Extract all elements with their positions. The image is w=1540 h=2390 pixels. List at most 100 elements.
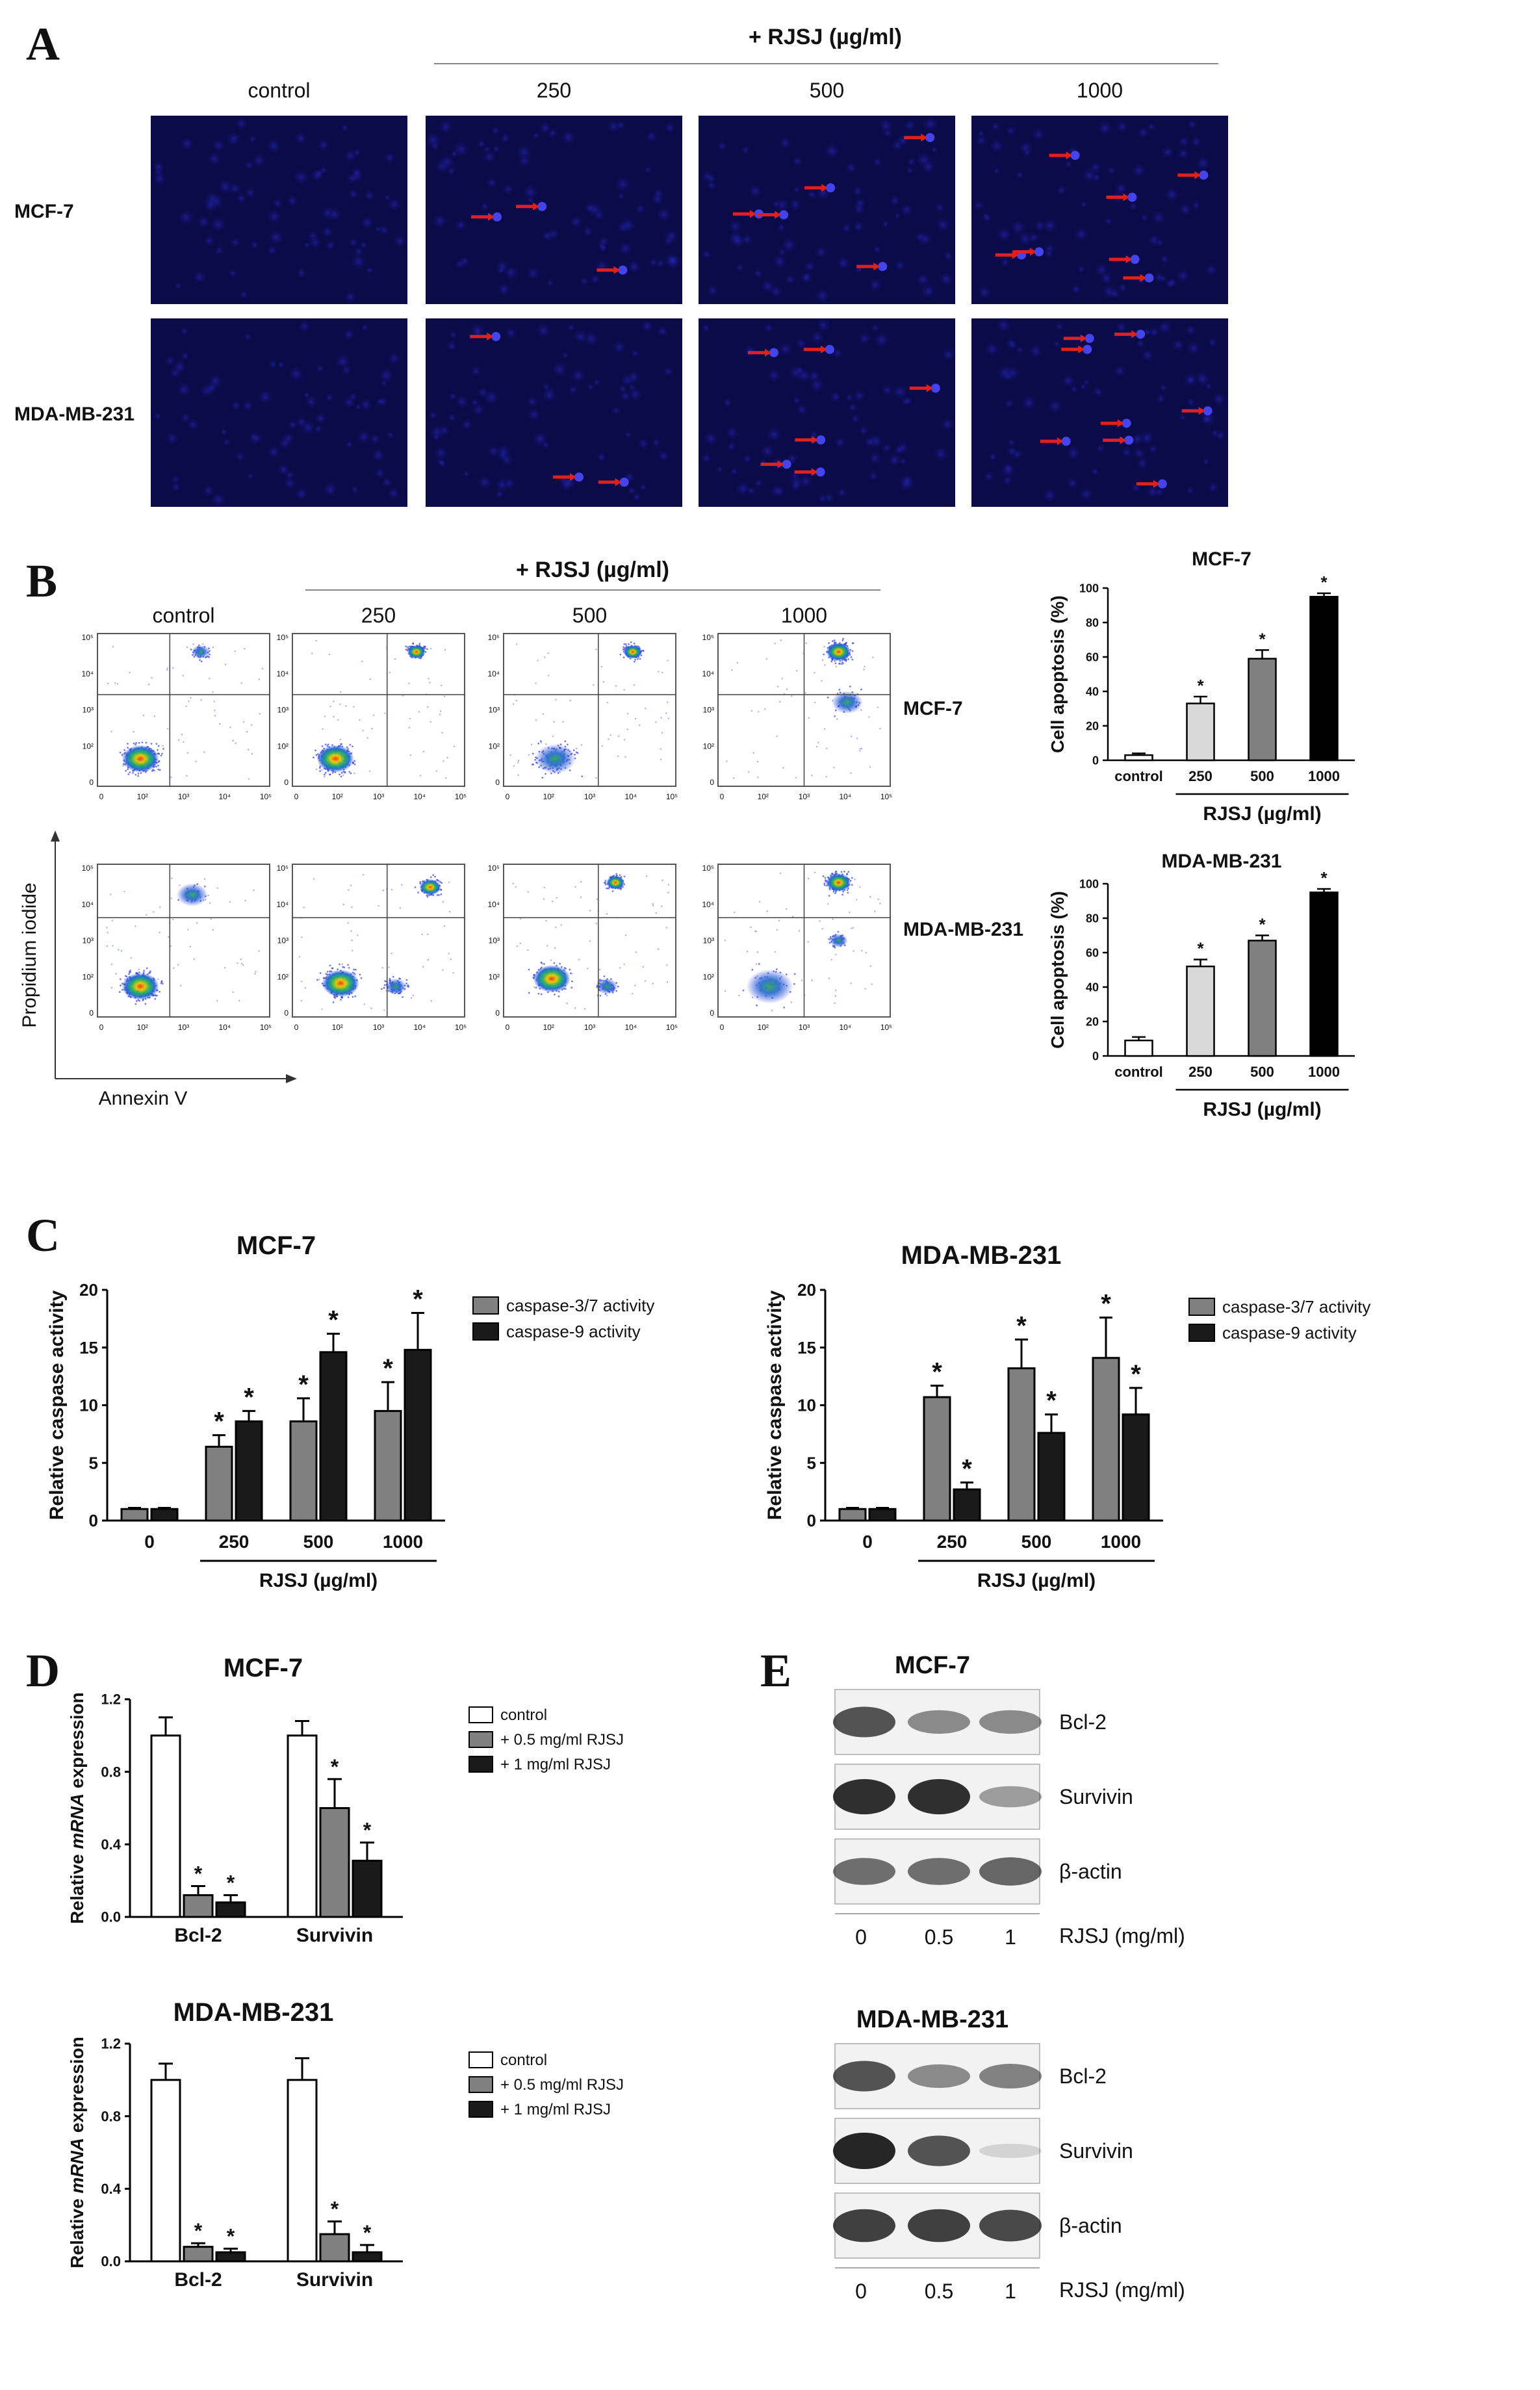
event-dot: [368, 770, 371, 773]
red-arrowhead-icon: [777, 460, 784, 469]
event-dot: [528, 992, 530, 994]
red-arrowhead-icon: [1078, 345, 1085, 353]
protein-band: [979, 2064, 1042, 2088]
nucleus-spot: [942, 250, 954, 262]
event-dot: [301, 981, 303, 983]
event-dot: [847, 871, 850, 873]
legend-label: caspase-3/7 activity: [506, 1296, 654, 1315]
event-dot: [303, 906, 305, 908]
event-dot: [441, 882, 443, 884]
event-dot: [786, 688, 788, 690]
event-dot: [551, 901, 554, 903]
red-arrowhead-icon: [1120, 436, 1127, 444]
event-dot: [414, 886, 417, 888]
event-dot: [571, 973, 573, 975]
protein-band: [908, 1779, 970, 1815]
nucleus-spot: [251, 152, 268, 169]
nucleus-spot: [795, 365, 805, 376]
event-dot: [550, 959, 552, 961]
nucleus-spot: [1153, 486, 1165, 498]
event-dot: [658, 671, 660, 673]
nucleus-spot: [940, 346, 957, 363]
event-dot: [736, 662, 739, 664]
event-dot: [574, 886, 576, 888]
nucleus-spot: [656, 449, 671, 463]
event-dot: [359, 719, 361, 721]
y-tick-label: 80: [1086, 912, 1099, 925]
protein-band: [908, 2209, 970, 2242]
y-tick-label: 0: [1092, 754, 1099, 767]
event-dot: [137, 775, 140, 777]
event-dot: [171, 877, 173, 879]
nucleus-spot: [1096, 119, 1114, 137]
nucleus-spot: [888, 194, 901, 207]
nucleus-spot: [1130, 431, 1146, 447]
red-arrowhead-icon: [1057, 437, 1064, 446]
nucleus-spot: [177, 208, 196, 227]
nucleus-spot: [267, 228, 285, 246]
nucleus-spot: [1004, 398, 1015, 409]
nucleus-spot: [725, 425, 740, 441]
event-dot: [183, 741, 185, 743]
nucleus-spot: [881, 220, 890, 229]
flow-y-tick: 10⁴: [81, 900, 94, 909]
nucleus-spot: [234, 116, 249, 131]
nucleus-spot: [228, 181, 242, 195]
event-dot: [339, 738, 342, 741]
nucleus-spot: [370, 447, 387, 463]
event-dot: [337, 990, 339, 992]
event-dot: [130, 957, 132, 959]
event-dot: [774, 951, 776, 953]
red-arrowhead-icon: [811, 468, 818, 476]
nucleus-spot: [1187, 118, 1198, 130]
event-dot: [119, 978, 122, 981]
event-dot: [453, 745, 456, 748]
nucleus-spot: [662, 365, 675, 378]
event-dot: [548, 675, 550, 676]
event-dot: [807, 941, 809, 943]
nucleus-spot: [596, 452, 607, 463]
flow-y-tick: 10²: [489, 741, 500, 751]
event-dot: [127, 743, 129, 745]
y-tick-label: 60: [1086, 650, 1099, 663]
event-dot: [606, 995, 608, 997]
event-dot: [347, 964, 349, 966]
event-dot: [814, 871, 816, 874]
y-tick-label: 20: [797, 1280, 816, 1300]
event-dot: [151, 676, 153, 679]
event-dot: [845, 642, 847, 645]
density-core: [176, 883, 208, 906]
nucleus-spot: [485, 176, 498, 189]
nucleus-spot: [449, 330, 458, 339]
event-dot: [133, 730, 135, 733]
event-dot: [537, 660, 539, 662]
event-dot: [259, 713, 261, 715]
event-dot: [127, 747, 129, 749]
nucleus-spot: [769, 284, 784, 299]
flow-y-tick: 10²: [83, 741, 94, 751]
y-tick-label: 0: [1092, 1049, 1099, 1062]
event-dot: [417, 891, 419, 893]
flow-x-tick: 10⁴: [218, 792, 231, 801]
protein-band: [833, 1779, 895, 1815]
event-dot: [325, 973, 327, 975]
nucleus-spot: [537, 120, 553, 136]
red-arrowhead-icon: [1080, 334, 1087, 342]
flow-y-tick: 0: [495, 778, 500, 787]
event-dot: [731, 669, 733, 671]
nucleus-spot: [1113, 364, 1127, 378]
event-dot: [334, 750, 336, 752]
flow-y-tick: 10⁵: [82, 633, 94, 642]
event-dot: [843, 662, 845, 664]
event-dot: [301, 936, 303, 938]
event-dot: [574, 1007, 576, 1009]
event-dot: [115, 973, 117, 975]
event-dot: [738, 994, 740, 997]
panel-a-row-label: MDA-MB-231: [14, 404, 135, 425]
event-dot: [119, 751, 122, 754]
nucleus-spot: [976, 129, 986, 138]
panel-a-micrographs: [151, 115, 1228, 508]
red-arrowhead-icon: [1066, 151, 1073, 160]
nucleus-spot: [541, 229, 554, 242]
